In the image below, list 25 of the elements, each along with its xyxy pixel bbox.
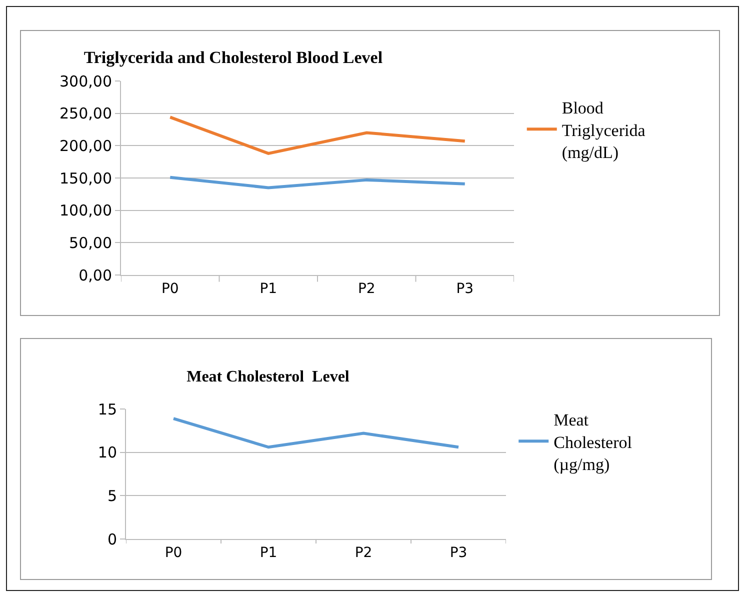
- x-tick-label: P3: [450, 544, 468, 561]
- y-tick-label: 50,00: [69, 234, 112, 252]
- y-tick-label: 150,00: [60, 169, 112, 188]
- chart-title: Triglycerida and Cholesterol Blood Level: [84, 48, 383, 67]
- y-tick-label: 100,00: [60, 202, 112, 220]
- x-tick-label: P2: [354, 544, 372, 561]
- legend-label: Meat Cholesterol (µg/mg): [554, 410, 632, 474]
- y-tick-label: 200,00: [60, 136, 112, 155]
- legend-label: Blood Triglycerida (mg/dL): [562, 98, 646, 162]
- y-tick-label: 10: [98, 444, 117, 462]
- x-tick-label: P1: [260, 544, 278, 561]
- y-tick-label: 0,00: [78, 266, 112, 284]
- y-tick-label: 300,00: [60, 72, 112, 90]
- x-tick-label: P3: [456, 280, 474, 297]
- y-tick-label: 5: [107, 486, 117, 505]
- y-tick-label: 250,00: [60, 104, 112, 123]
- x-tick-label: P2: [358, 280, 376, 297]
- chart-title: Meat Cholesterol Level: [186, 368, 350, 386]
- y-tick-label: 0: [107, 530, 117, 548]
- x-tick-label: P0: [164, 544, 182, 561]
- x-tick-label: P1: [260, 280, 278, 297]
- x-tick-label: P0: [161, 280, 179, 297]
- line-series: [168, 116, 466, 155]
- y-tick-label: 15: [98, 400, 117, 418]
- line-series: [168, 176, 466, 190]
